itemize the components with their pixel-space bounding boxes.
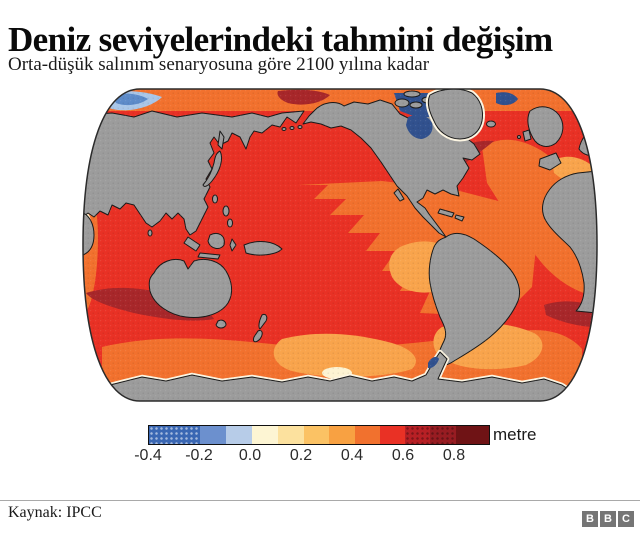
- legend-segment: [355, 426, 380, 444]
- page-subtitle: Orta-düşük salınım senaryosuna göre 2100…: [8, 54, 430, 75]
- legend-ticks: -0.4 -0.2 0.0 0.2 0.4 0.6 0.8: [134, 447, 487, 467]
- map-outline: [82, 88, 598, 402]
- footer-divider: [0, 500, 640, 501]
- legend-tick-label: 0.0: [238, 447, 262, 464]
- map-texture-overlay: [83, 89, 597, 401]
- sea-level-map-svg: [82, 88, 598, 402]
- legend-unit-label: metre: [493, 425, 537, 444]
- bbc-logo-letter: B: [600, 511, 616, 527]
- legend-tick-label: 0.4: [340, 447, 364, 464]
- legend-segment: [304, 426, 329, 444]
- legend-segment: [200, 426, 226, 444]
- legend-segment: [278, 426, 304, 444]
- legend-tick-label: 0.6: [391, 447, 415, 464]
- source-label: Kaynak: IPCC: [8, 504, 102, 521]
- legend-tick-label: -0.2: [185, 447, 213, 464]
- legend-segment: [405, 426, 430, 444]
- legend-segment: [430, 426, 456, 444]
- legend-tick-label: 0.2: [289, 447, 313, 464]
- legend-segment: [252, 426, 278, 444]
- bbc-logo-letter: B: [582, 511, 598, 527]
- legend-segment: [329, 426, 355, 444]
- world-map: [82, 87, 598, 403]
- page-title: Deniz seviyelerindeki tahmini değişim: [8, 20, 553, 60]
- bbc-logo-letter: C: [618, 511, 634, 527]
- legend-segment: [226, 426, 252, 444]
- legend-segment: [149, 426, 200, 444]
- legend-tick-label: -0.4: [134, 447, 162, 464]
- legend-bar: [148, 425, 490, 445]
- legend-segment: [456, 426, 489, 444]
- legend-tick-label: 0.8: [442, 447, 466, 464]
- legend-segment: [380, 426, 405, 444]
